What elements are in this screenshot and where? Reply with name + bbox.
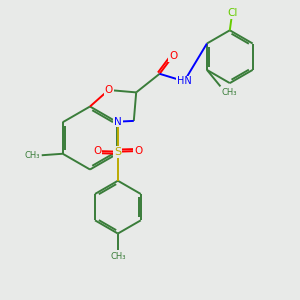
Text: HN: HN [177,76,192,86]
Text: CH₃: CH₃ [110,252,126,261]
Text: O: O [93,146,102,156]
Text: Cl: Cl [227,8,237,18]
Text: CH₃: CH₃ [25,151,40,160]
Text: S: S [114,147,122,157]
Text: N: N [114,117,122,127]
Text: CH₃: CH₃ [222,88,237,97]
Text: O: O [134,146,142,156]
Text: O: O [169,51,177,61]
Text: O: O [104,85,113,95]
